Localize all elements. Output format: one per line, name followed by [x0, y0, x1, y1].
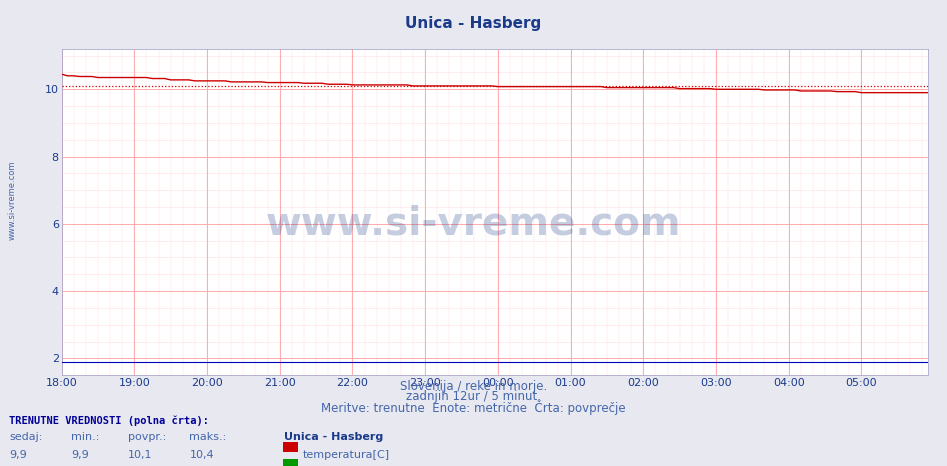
- Text: 10,1: 10,1: [128, 450, 152, 460]
- Text: 10,4: 10,4: [189, 450, 214, 460]
- Text: zadnjih 12ur / 5 minut.: zadnjih 12ur / 5 minut.: [406, 390, 541, 403]
- Text: Unica - Hasberg: Unica - Hasberg: [405, 16, 542, 31]
- Text: www.si-vreme.com: www.si-vreme.com: [8, 161, 17, 240]
- Text: 9,9: 9,9: [9, 450, 27, 460]
- Text: TRENUTNE VREDNOSTI (polna črta):: TRENUTNE VREDNOSTI (polna črta):: [9, 416, 209, 426]
- Text: povpr.:: povpr.:: [128, 432, 166, 442]
- Text: min.:: min.:: [71, 432, 99, 442]
- Text: Meritve: trenutne  Enote: metrične  Črta: povprečje: Meritve: trenutne Enote: metrične Črta: …: [321, 400, 626, 415]
- Text: 9,9: 9,9: [71, 450, 89, 460]
- Text: Slovenija / reke in morje.: Slovenija / reke in morje.: [400, 380, 547, 393]
- Text: temperatura[C]: temperatura[C]: [303, 450, 390, 460]
- Text: maks.:: maks.:: [189, 432, 226, 442]
- Text: www.si-vreme.com: www.si-vreme.com: [266, 205, 681, 243]
- Text: sedaj:: sedaj:: [9, 432, 43, 442]
- Text: Unica - Hasberg: Unica - Hasberg: [284, 432, 384, 442]
